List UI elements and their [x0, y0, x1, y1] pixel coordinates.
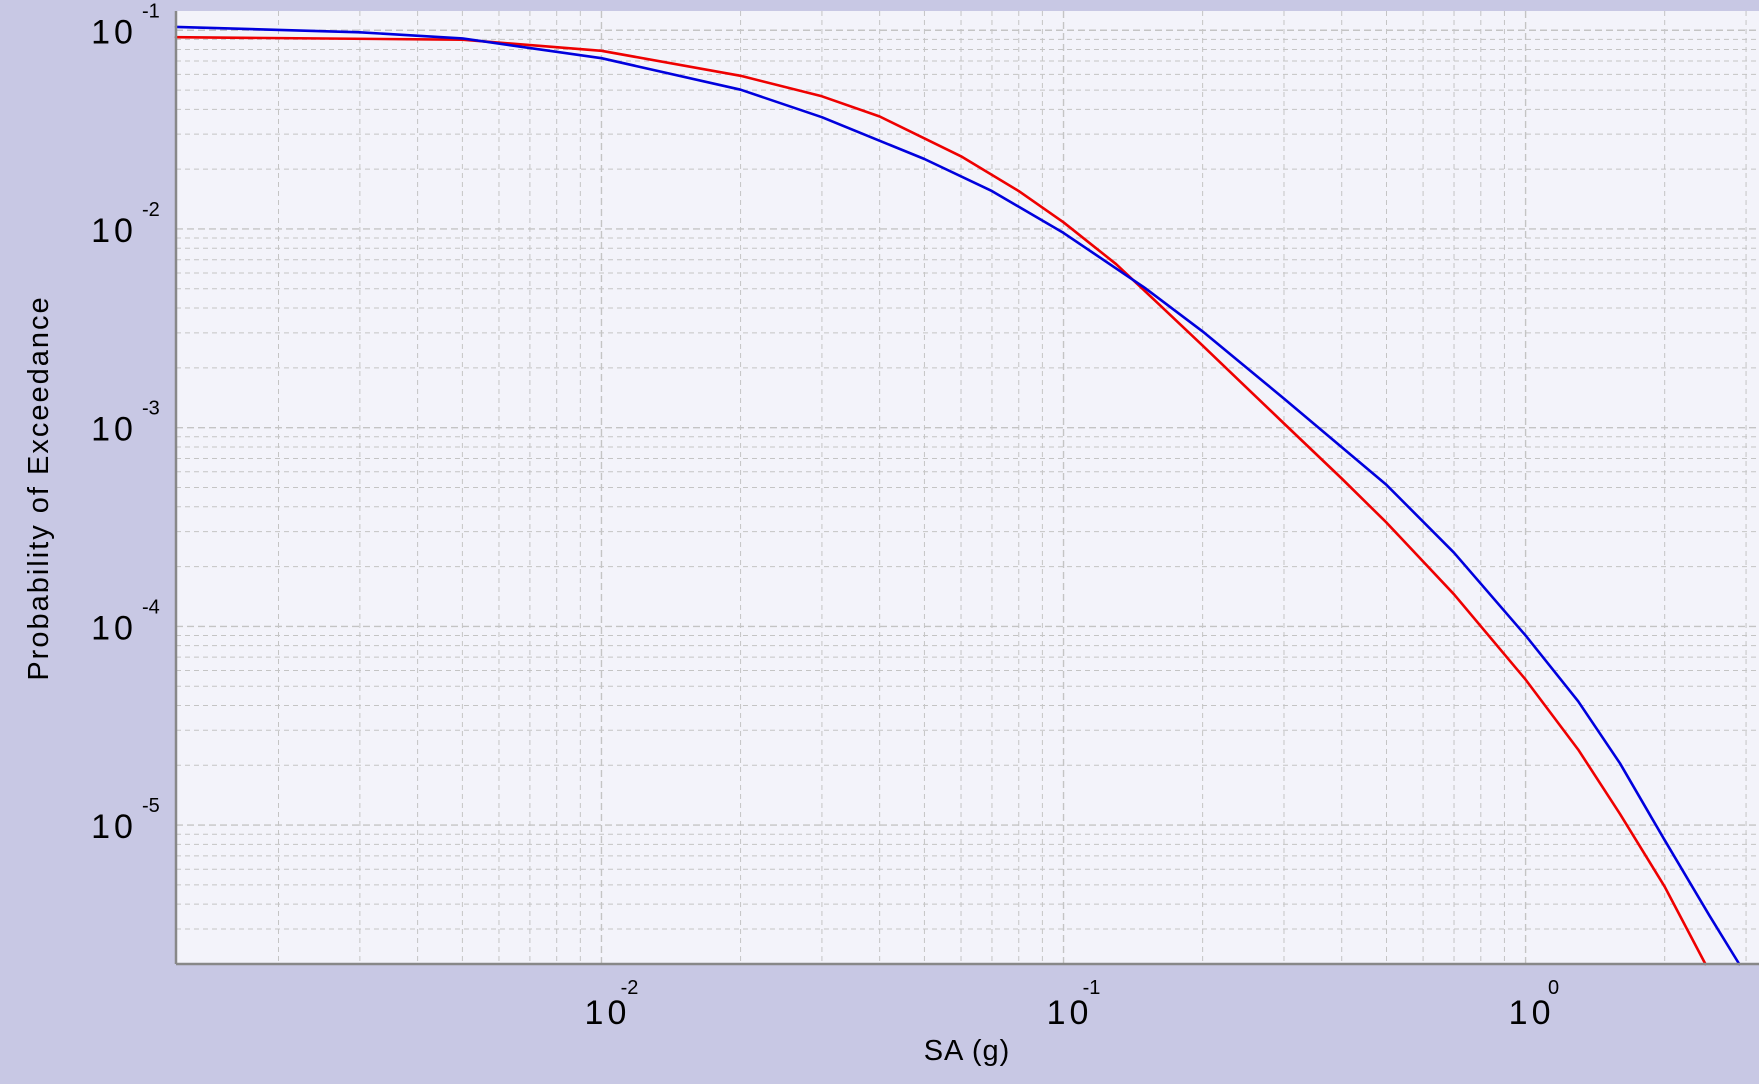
series-line-1: [174, 35, 1707, 966]
series-line-2: [174, 25, 1741, 966]
y-tick-labels: 10-110-210-310-410-5: [91, 0, 160, 846]
x-tick-label: 10: [1047, 994, 1093, 1032]
y-axis-label: Probability of Exceedance: [23, 295, 55, 680]
x-tick-label: 10: [585, 994, 631, 1032]
y-tick-label: 10: [91, 808, 137, 846]
y-tick-label: 10: [91, 13, 137, 51]
x-tick-exponent: 0: [1548, 977, 1559, 999]
x-axis-label: SA (g): [924, 1035, 1011, 1067]
y-tick-exponent: -4: [142, 596, 160, 618]
x-tick-label: 10: [1509, 994, 1555, 1032]
y-tick-label: 10: [91, 609, 137, 647]
series-layer: [174, 25, 1741, 966]
x-tick-exponent: -1: [1083, 977, 1101, 999]
y-tick-exponent: -3: [142, 398, 160, 420]
y-tick-exponent: -2: [142, 199, 160, 221]
y-tick-exponent: -1: [142, 0, 160, 22]
y-tick-label: 10: [91, 212, 137, 250]
x-tick-exponent: -2: [621, 977, 639, 999]
y-tick-exponent: -5: [142, 795, 160, 817]
y-tick-label: 10: [91, 411, 137, 449]
major-grid: [176, 11, 1759, 964]
minor-grid: [176, 11, 1759, 965]
